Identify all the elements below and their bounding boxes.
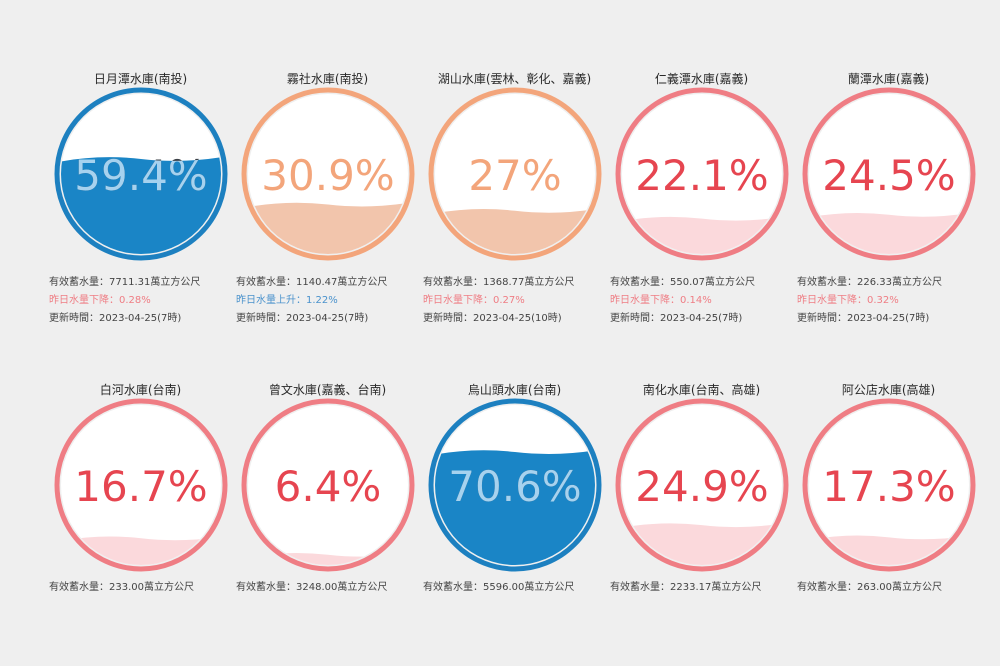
percent-label: 24.5% [822, 151, 955, 200]
reservoir-info: 有效蓄水量：226.33萬立方公尺 昨日水量下降：0.32% 更新時間：2023-0… [797, 274, 942, 328]
percent-label: 59.4% [74, 151, 207, 200]
update-time: 更新時間：2023-04-25(7時) [797, 313, 930, 324]
effective-capacity: 有效蓄水量：2233.17萬立方公尺 [610, 582, 762, 593]
gauge-ring [615, 398, 789, 572]
reservoir-name: 湖山水庫(雲林、彰化、嘉義) [437, 72, 592, 86]
percent-label: 17.3% [822, 462, 955, 511]
reservoir-info: 有效蓄水量：1368.77萬立方公尺 昨日水量下降：0.27% 更新時間：2023-… [423, 274, 574, 328]
daily-change: 昨日水量下降：0.14% [610, 295, 712, 306]
effective-capacity: 有效蓄水量：233.00萬立方公尺 [49, 582, 194, 593]
percent-label: 30.9% [261, 151, 394, 200]
reservoir-info: 有效蓄水量：1140.47萬立方公尺 昨日水量上升：1.22% 更新時間：2023-… [236, 274, 387, 328]
effective-capacity: 有效蓄水量：1140.47萬立方公尺 [236, 277, 388, 288]
reservoir-name: 蘭潭水庫(嘉義) [847, 72, 930, 86]
water-fill [622, 522, 782, 565]
reservoir-name: 南化水庫(台南、高雄) [642, 383, 761, 397]
effective-capacity: 有效蓄水量：3248.00萬立方公尺 [236, 582, 388, 593]
gauge-ring [54, 398, 228, 572]
water-fill [435, 207, 595, 254]
effective-capacity: 有效蓄水量：5596.00萬立方公尺 [423, 582, 575, 593]
reservoir-info: 有效蓄水量：3248.00萬立方公尺 [236, 579, 387, 597]
effective-capacity: 有效蓄水量：7711.31萬立方公尺 [49, 277, 201, 288]
update-time: 更新時間：2023-04-25(10時) [423, 313, 562, 324]
gauge-ring [802, 398, 976, 572]
reservoir-info: 有效蓄水量：263.00萬立方公尺 [797, 579, 942, 597]
water-level-gauge: 24.5% [802, 87, 976, 261]
gauge-ring [428, 87, 602, 261]
percent-label: 24.9% [635, 462, 768, 511]
water-fill [622, 215, 782, 254]
reservoir-info: 有效蓄水量：7711.31萬立方公尺 昨日水量下降：0.28% 更新時間：2023-… [49, 274, 200, 328]
reservoir-name: 烏山頭水庫(台南) [467, 383, 562, 397]
update-time: 更新時間：2023-04-25(7時) [49, 313, 182, 324]
reservoir-name: 曾文水庫(嘉義、台南) [268, 383, 387, 397]
water-level-gauge: 30.9% [241, 87, 415, 261]
effective-capacity: 有效蓄水量：550.07萬立方公尺 [610, 277, 755, 288]
water-level-gauge: 27% [428, 87, 602, 261]
update-time: 更新時間：2023-04-25(7時) [610, 313, 743, 324]
gauge-ring [54, 87, 228, 261]
reservoir-name: 仁義潭水庫(嘉義) [654, 72, 749, 86]
water-fill [61, 155, 221, 254]
daily-change: 昨日水量下降：0.32% [797, 295, 899, 306]
water-level-gauge: 59.4%59.4% [54, 87, 228, 261]
effective-capacity: 有效蓄水量：226.33萬立方公尺 [797, 277, 942, 288]
water-level-gauge: 16.7% [54, 398, 228, 572]
reservoir-name: 白河水庫(台南) [99, 383, 182, 397]
reservoir-info: 有效蓄水量：550.07萬立方公尺 昨日水量下降：0.14% 更新時間：2023-0… [610, 274, 755, 328]
reservoir-name: 霧社水庫(南投) [286, 72, 369, 86]
reservoir-info: 有效蓄水量：233.00萬立方公尺 [49, 579, 194, 597]
effective-capacity: 有效蓄水量：1368.77萬立方公尺 [423, 277, 575, 288]
percent-label-over-water: 70.6% [448, 462, 581, 511]
daily-change: 昨日水量下降：0.27% [423, 295, 525, 306]
reservoir-name: 日月潭水庫(南投) [93, 72, 188, 86]
gauge-ring [428, 398, 602, 572]
gauge-ring [802, 87, 976, 261]
reservoir-info: 有效蓄水量：5596.00萬立方公尺 [423, 579, 574, 597]
water-level-gauge: 6.4% [241, 398, 415, 572]
water-fill [809, 211, 969, 254]
percent-label: 22.1% [635, 151, 768, 200]
daily-change: 昨日水量下降：0.28% [49, 295, 151, 306]
daily-change: 昨日水量上升：1.22% [236, 295, 338, 306]
effective-capacity: 有效蓄水量：263.00萬立方公尺 [797, 582, 942, 593]
water-level-gauge: 70.6%70.6% [428, 398, 602, 572]
gauge-ring [241, 87, 415, 261]
reservoir-name: 阿公店水庫(高雄) [841, 383, 936, 397]
update-time: 更新時間：2023-04-25(7時) [236, 313, 369, 324]
water-level-gauge: 17.3% [802, 398, 976, 572]
reservoir-info: 有效蓄水量：2233.17萬立方公尺 [610, 579, 761, 597]
percent-label: 27% [468, 151, 561, 200]
percent-label: 6.4% [275, 462, 382, 511]
percent-label-over-water: 59.4% [74, 151, 207, 200]
gauge-ring [241, 398, 415, 572]
water-level-gauge: 22.1% [615, 87, 789, 261]
percent-label: 16.7% [74, 462, 207, 511]
gauge-ring [615, 87, 789, 261]
water-level-gauge: 24.9% [615, 398, 789, 572]
percent-label: 70.6% [448, 462, 581, 511]
water-fill [435, 449, 595, 565]
